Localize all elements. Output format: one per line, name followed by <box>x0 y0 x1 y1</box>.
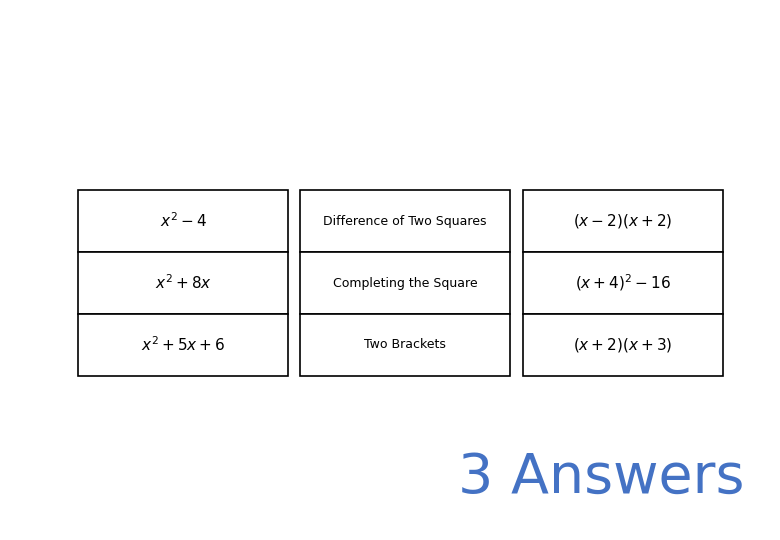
Text: $(x - 2)(x + 2)$: $(x - 2)(x + 2)$ <box>573 212 672 230</box>
Text: Difference of Two Squares: Difference of Two Squares <box>323 214 487 227</box>
Text: $(x + 4)^2 - 16$: $(x + 4)^2 - 16$ <box>575 273 671 293</box>
Text: Completing the Square: Completing the Square <box>333 276 477 289</box>
Text: Two Brackets: Two Brackets <box>364 339 446 352</box>
Bar <box>78 190 288 252</box>
Bar <box>300 314 510 376</box>
Bar <box>78 252 288 314</box>
Bar <box>523 190 723 252</box>
Text: $(x + 2)(x + 3)$: $(x + 2)(x + 3)$ <box>573 336 672 354</box>
Text: 3 Answers: 3 Answers <box>459 451 745 505</box>
Text: $x^2 + 8x$: $x^2 + 8x$ <box>154 274 211 292</box>
Bar <box>523 314 723 376</box>
Bar <box>78 314 288 376</box>
Text: $x^2 - 4$: $x^2 - 4$ <box>160 212 207 231</box>
Text: $x^2 + 5x + 6$: $x^2 + 5x + 6$ <box>141 336 225 354</box>
Bar <box>523 252 723 314</box>
Bar <box>300 190 510 252</box>
Bar <box>300 252 510 314</box>
